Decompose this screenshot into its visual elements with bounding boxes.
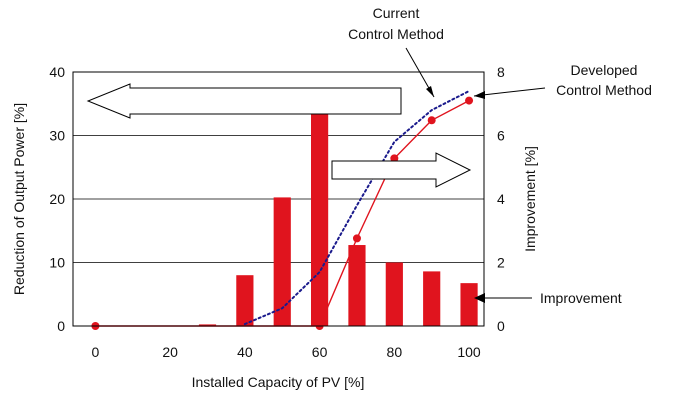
developed-method-label-line2: Control Method — [556, 82, 652, 98]
improvement-bar — [348, 245, 366, 326]
y-right-tick-label: 4 — [497, 191, 505, 207]
x-tick-label: 20 — [162, 344, 178, 360]
improvement-bar — [423, 271, 441, 326]
current-control-method-line — [243, 90, 471, 326]
y-right-axis-title: Improvement [%] — [522, 146, 538, 252]
x-tick-label: 60 — [312, 344, 328, 360]
y-left-axis-title: Reduction of Output Power [%] — [11, 103, 27, 295]
y-left-tick-label: 10 — [49, 255, 65, 271]
y-right-tick-label: 2 — [497, 255, 505, 271]
x-tick-label: 100 — [457, 344, 481, 360]
developed-control-method-point — [352, 234, 361, 243]
developed-control-method-point — [465, 96, 474, 105]
y-right-tick-label: 0 — [497, 318, 505, 334]
y-left-tick-label: 0 — [57, 318, 65, 334]
current-method-label-line2: Control Method — [348, 26, 444, 42]
method-lines — [91, 90, 474, 330]
y-right-tick-label: 6 — [497, 128, 505, 144]
y-left-tick-label: 20 — [49, 191, 65, 207]
y-right-tick-label: 8 — [497, 64, 505, 80]
current-method-label-line1: Current — [373, 5, 420, 21]
developed-control-method-point — [390, 154, 399, 163]
improvement-bar — [236, 275, 254, 326]
x-axis-title: Installed Capacity of PV [%] — [192, 374, 365, 390]
y-left-tick-label: 30 — [49, 128, 65, 144]
x-tick-label: 40 — [237, 344, 253, 360]
right-pointing-arrow — [331, 152, 472, 188]
improvement-bars — [198, 105, 478, 327]
improvement-bar — [311, 105, 329, 327]
current-method-leader-head — [426, 86, 434, 97]
improvement-bar — [460, 283, 478, 326]
improvement-leader-head — [474, 293, 485, 303]
improvement-bar — [198, 324, 217, 326]
x-tick-label: 0 — [92, 344, 100, 360]
developed-method-label-line1: Developed — [571, 62, 638, 78]
developed-control-method-point — [427, 116, 436, 125]
x-tick-label: 80 — [387, 344, 403, 360]
improvement-label: Improvement — [540, 290, 622, 306]
left-pointing-arrow — [86, 83, 402, 119]
improvement-bar — [273, 197, 291, 326]
improvement-bar — [385, 262, 403, 326]
plot-frame — [72, 71, 485, 327]
developed-method-leader — [473, 87, 546, 97]
developed-method-leader-head — [474, 91, 485, 99]
y-left-tick-label: 40 — [49, 64, 65, 80]
